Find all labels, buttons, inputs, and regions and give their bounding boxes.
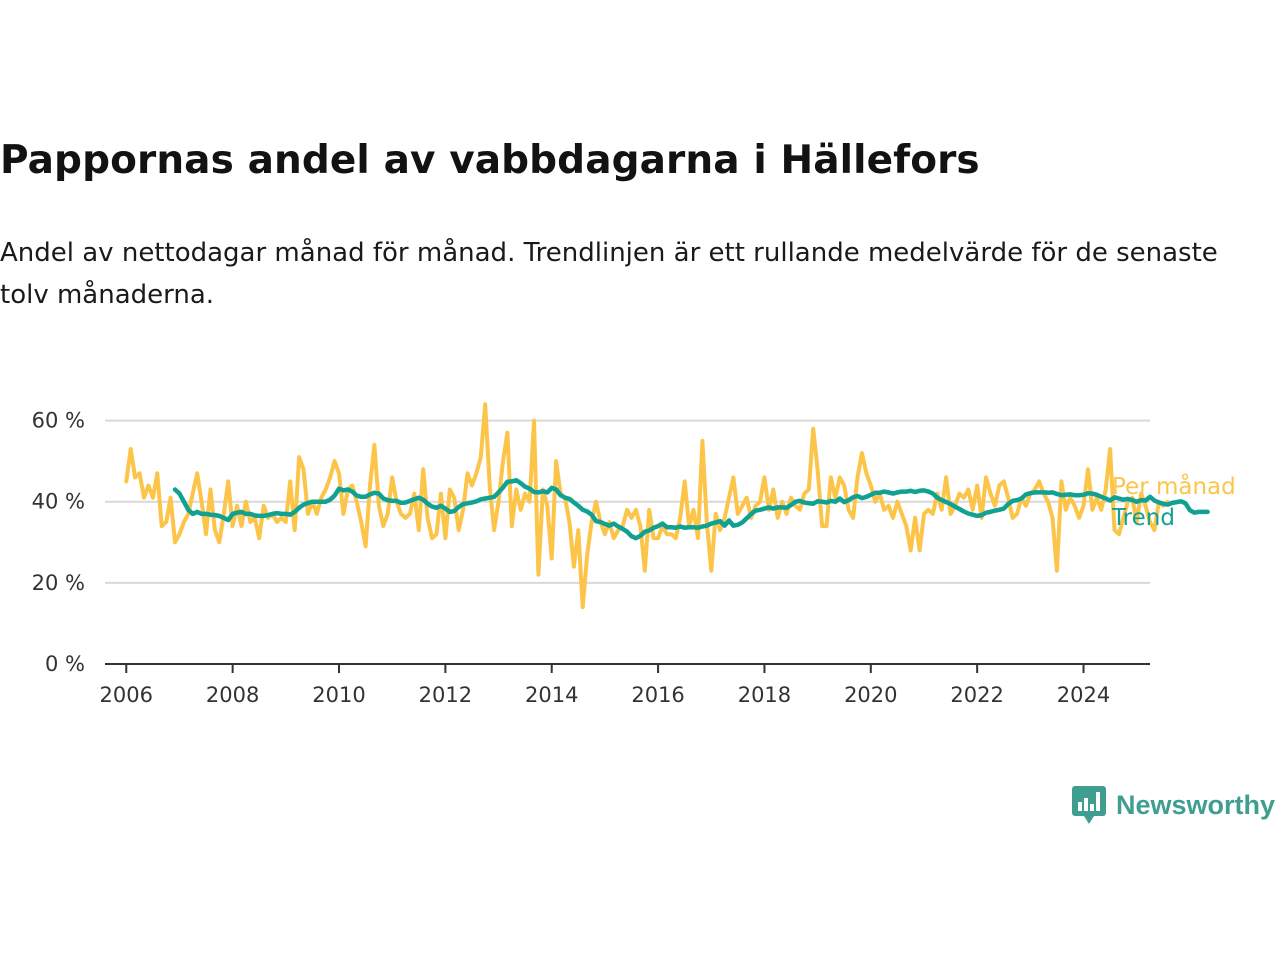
x-tick-label: 2018 — [738, 683, 791, 707]
series-line-trend — [172, 477, 1210, 541]
x-tick-label: 2012 — [419, 683, 472, 707]
newsworthy-logo-text: Newsworthy — [1116, 789, 1276, 820]
x-tick-label: 2016 — [631, 683, 684, 707]
series-label-per-manad: Per månad — [1112, 472, 1236, 500]
y-tick-label: 0 % — [45, 652, 85, 676]
chart-subtitle: Andel av nettodagar månad för månad. Tre… — [0, 238, 1218, 310]
x-tick-label: 2024 — [1057, 683, 1110, 707]
chart-title: Pappornas andel av vabbdagarna i Hällefo… — [0, 138, 980, 183]
y-tick-label: 40 % — [32, 490, 85, 514]
x-tick-label: 2006 — [100, 683, 153, 707]
series-line-per-manad — [124, 402, 1170, 610]
y-tick-label: 20 % — [32, 571, 85, 595]
x-tick-label: 2010 — [312, 683, 365, 707]
newsworthy-logo: Newsworthy — [1072, 784, 1275, 826]
series-label-trend: Trend — [1111, 505, 1175, 531]
x-tick-label: 2020 — [844, 683, 897, 707]
x-tick-label: 2008 — [206, 683, 259, 707]
y-tick-label: 60 % — [32, 409, 85, 433]
newsworthy-logo-icon — [1072, 786, 1106, 824]
x-tick-label: 2022 — [950, 683, 1003, 707]
x-tick-label: 2014 — [525, 683, 578, 707]
